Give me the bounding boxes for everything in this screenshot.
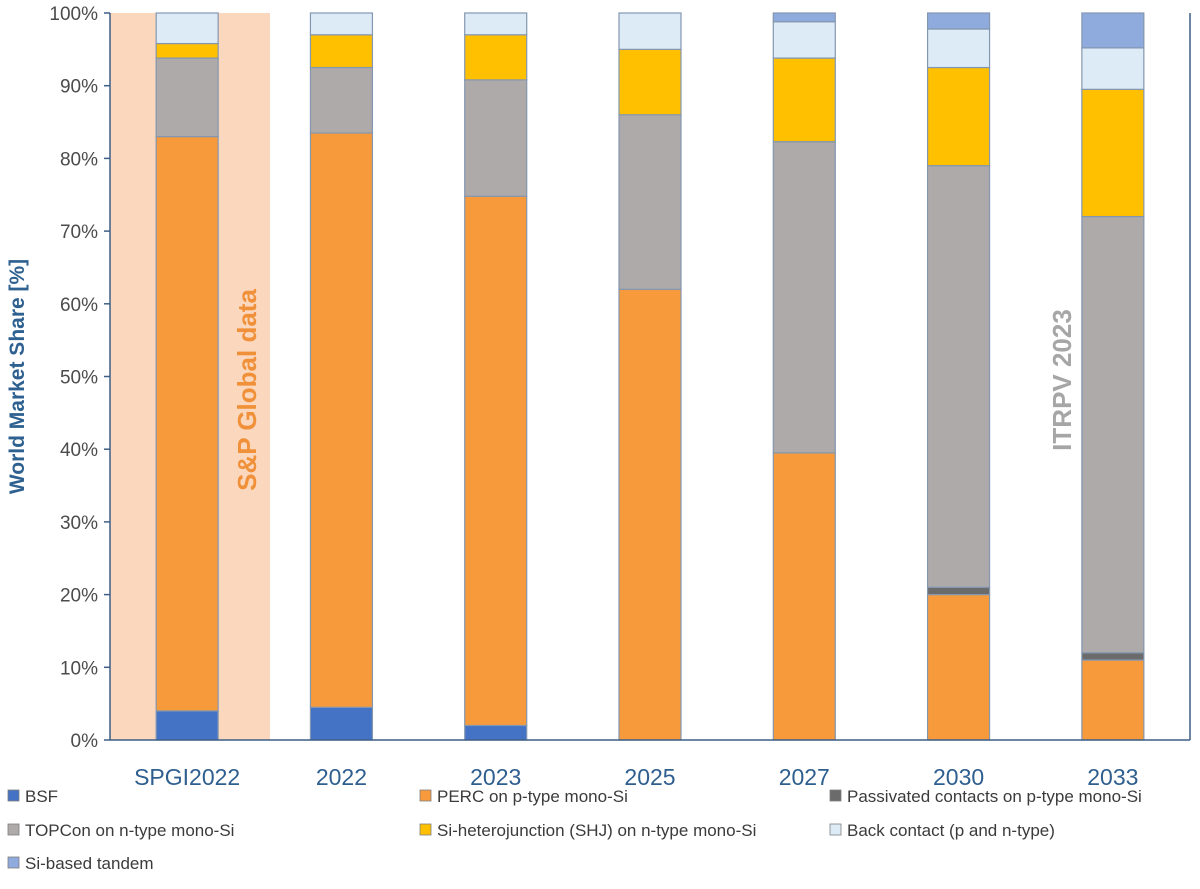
bar-segment-topcon-on-n-type-mono-si-2030: [926, 165, 991, 588]
axis-layer: 0% 10% 20% 30% 40% 50% 60% 70% 80% 90% 100% SPGI202…: [6, 4, 1191, 790]
bar-segment-bsf-2022: [309, 706, 374, 741]
bar-segment-perc-on-p-type-mono-si-2033: [1081, 659, 1145, 741]
annotation-layer: S&P Global data ITRPV 2023: [232, 289, 1077, 491]
y-tick-label: 50%: [60, 368, 98, 389]
legend-label-topcon-on-n-type-mono-si: TOPCon on n-type mono-Si: [25, 821, 234, 840]
bar-segment-si-heterojunction-shj-on-n-type-mono-si-2027: [772, 57, 836, 143]
legend-swatch-back-contact-p-and-n-type: [829, 823, 842, 836]
bar-segment-si-heterojunction-shj-on-n-type-mono-si-2030: [926, 66, 991, 167]
legend-swatch-si-heterojunction-shj-on-n-type-mono-si: [419, 823, 432, 836]
bar-segment-back-contact-p-and-n-type-2027: [772, 21, 836, 59]
x-tick-label: 2033: [1087, 764, 1138, 790]
bar-segment-topcon-on-n-type-mono-si-2025: [618, 114, 682, 290]
bar-segment-back-contact-p-and-n-type-2030: [926, 28, 991, 69]
legend-swatch-si-based-tandem: [7, 856, 20, 869]
y-tick-label: 90%: [60, 77, 98, 98]
y-tick-label: 100%: [49, 4, 98, 25]
bar-segment-perc-on-p-type-mono-si-spgi2022: [155, 135, 219, 712]
bar-segment-si-heterojunction-shj-on-n-type-mono-si-spgi2022: [155, 42, 219, 59]
y-tick-label: 0%: [71, 731, 99, 752]
bar-segment-topcon-on-n-type-mono-si-spgi2022: [155, 57, 219, 138]
y-tick-label: 20%: [60, 586, 98, 607]
legend-swatch-topcon-on-n-type-mono-si: [7, 823, 20, 836]
y-tick-label: 40%: [60, 440, 98, 461]
bar-segment-back-contact-p-and-n-type-2025: [618, 12, 682, 50]
annotation-itrpv-2023: ITRPV 2023: [1047, 309, 1077, 451]
bar-segment-si-heterojunction-shj-on-n-type-mono-si-2025: [618, 48, 682, 116]
bar-segment-si-heterojunction-shj-on-n-type-mono-si-2023: [464, 34, 528, 81]
bar-segment-si-based-tandem-2027: [772, 12, 836, 23]
bar-segment-bsf-2023: [464, 724, 528, 741]
legend-label-passivated-contacts-on-p-type-mono-si: Passivated contacts on p-type mono-Si: [847, 787, 1142, 806]
x-tick-label: 2027: [779, 764, 830, 790]
legend-label-back-contact-p-and-n-type: Back contact (p and n-type): [847, 821, 1055, 840]
bar-segment-back-contact-p-and-n-type-spgi2022: [155, 12, 219, 45]
legend-swatch-bsf: [7, 789, 20, 802]
bar-segment-topcon-on-n-type-mono-si-2027: [772, 141, 836, 454]
bar-segment-topcon-on-n-type-mono-si-2022: [309, 66, 374, 134]
y-tick-label: 80%: [60, 149, 98, 170]
y-tick-label: 10%: [60, 658, 98, 679]
bar-segment-back-contact-p-and-n-type-2023: [464, 12, 528, 36]
bar-segment-si-heterojunction-shj-on-n-type-mono-si-2033: [1081, 88, 1145, 218]
bar-segment-si-based-tandem-2030: [926, 12, 991, 30]
bar-segment-topcon-on-n-type-mono-si-2023: [464, 79, 528, 197]
bar-segment-passivated-contacts-on-p-type-mono-si-2030: [926, 586, 991, 596]
bar-segment-perc-on-p-type-mono-si-2023: [464, 195, 528, 727]
legend: BSF PERC on p-type mono-Si Passivated cont…: [7, 787, 1142, 873]
legend-swatch-passivated-contacts-on-p-type-mono-si: [829, 789, 842, 802]
legend-label-bsf: BSF: [25, 787, 58, 806]
bar-segment-passivated-contacts-on-p-type-mono-si-2033: [1081, 652, 1145, 661]
legend-swatch-perc-on-p-type-mono-si: [419, 789, 432, 802]
bar-segment-back-contact-p-and-n-type-2022: [309, 12, 374, 36]
bar-segment-topcon-on-n-type-mono-si-2033: [1081, 215, 1145, 654]
bar-segment-perc-on-p-type-mono-si-2025: [618, 288, 682, 741]
y-tick-label: 60%: [60, 295, 98, 316]
bar-segment-perc-on-p-type-mono-si-2022: [309, 132, 374, 708]
y-axis-title: World Market Share [%]: [6, 259, 29, 494]
bar-segment-perc-on-p-type-mono-si-2030: [926, 593, 991, 741]
bars-layer: [155, 12, 1145, 741]
bar-segment-perc-on-p-type-mono-si-2027: [772, 452, 836, 741]
x-tick-label: 2025: [624, 764, 675, 790]
x-tick-label: SPGI2022: [134, 764, 240, 790]
legend-label-si-based-tandem: Si-based tandem: [25, 854, 154, 873]
bar-segment-bsf-spgi2022: [155, 710, 219, 741]
y-tick-label: 70%: [60, 222, 98, 243]
x-tick-label: 2022: [316, 764, 367, 790]
y-tick-label: 30%: [60, 513, 98, 534]
x-tick-label: 2030: [933, 764, 984, 790]
legend-label-perc-on-p-type-mono-si: PERC on p-type mono-Si: [437, 787, 628, 806]
bar-segment-si-heterojunction-shj-on-n-type-mono-si-2022: [309, 34, 374, 69]
bar-segment-back-contact-p-and-n-type-2033: [1081, 47, 1145, 90]
x-tick-label: 2023: [470, 764, 521, 790]
legend-label-si-heterojunction-shj-on-n-type-mono-si: Si-heterojunction (SHJ) on n-type mono-S…: [437, 821, 756, 840]
annotation-sp-global-data: S&P Global data: [232, 289, 262, 491]
bar-segment-si-based-tandem-2033: [1081, 12, 1145, 49]
